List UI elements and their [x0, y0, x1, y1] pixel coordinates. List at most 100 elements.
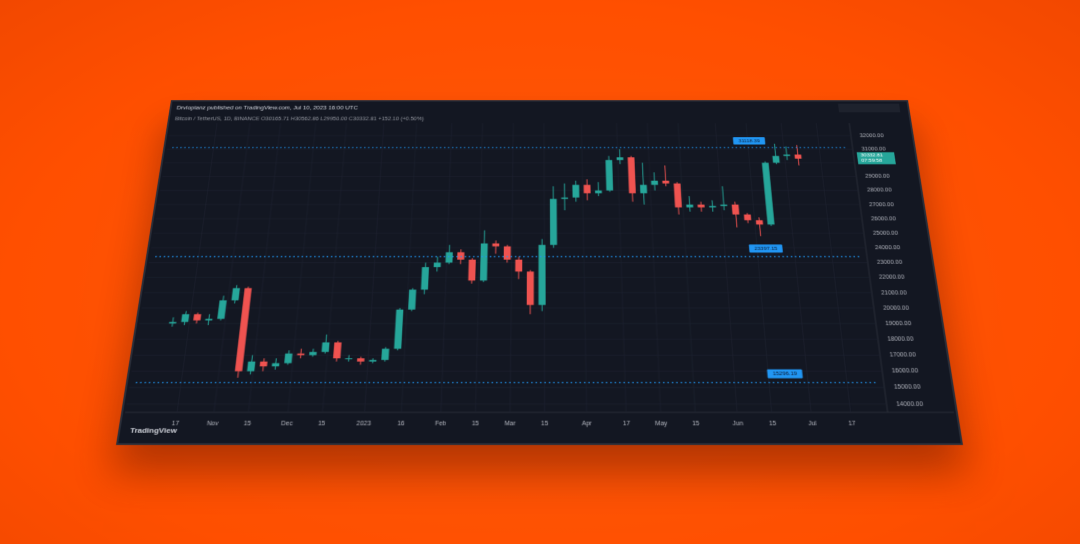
x-tick-label: Dec: [281, 421, 293, 427]
y-tick-label: 22000.00: [879, 275, 906, 280]
candle-body: [561, 197, 569, 199]
candle-body: [345, 358, 353, 360]
candle-body: [381, 348, 390, 360]
y-tick-label: 16000.00: [892, 369, 920, 375]
x-tick-label: 15: [318, 421, 326, 427]
x-tick-label: 15: [541, 421, 549, 427]
candle-body: [357, 358, 365, 362]
candle-body: [181, 314, 190, 322]
candle-body: [673, 183, 682, 208]
x-tick-label: Nov: [206, 421, 218, 427]
candle-body: [616, 157, 624, 161]
x-tick-label: Feb: [435, 421, 447, 427]
candle-body: [420, 267, 429, 290]
candle-body: [205, 318, 213, 321]
y-tick-label: 31000.00: [861, 147, 886, 152]
y-tick-label: 25000.00: [873, 231, 899, 236]
x-tick-label: 15: [769, 421, 777, 427]
chart-title: Drvlopianz published on TradingView.com,…: [176, 105, 358, 111]
chart-panel: Drvlopianz published on TradingView.com,…: [116, 100, 963, 445]
candle-body: [457, 252, 465, 260]
x-tick-label: 17: [623, 421, 630, 427]
candle-body: [445, 252, 453, 263]
candle-body: [271, 363, 280, 367]
y-tick-label: 18000.00: [887, 337, 915, 343]
candle-body: [333, 342, 342, 359]
candle-body: [492, 243, 500, 247]
candle-body: [583, 184, 591, 194]
y-tick-label: 30000.00: [863, 161, 889, 166]
candle-body: [772, 155, 780, 163]
candle-body: [595, 190, 602, 194]
candle-body: [468, 259, 476, 281]
x-tick-label: Jul: [808, 421, 817, 427]
candle-body: [639, 184, 648, 194]
candle-body: [168, 321, 177, 324]
candle-body: [697, 204, 705, 208]
level-label: 31118.39: [738, 139, 760, 144]
candle-body: [408, 289, 417, 310]
x-tick-label: 2023: [356, 421, 372, 427]
candle-body: [755, 220, 764, 225]
y-tick-label: 26000.00: [871, 217, 897, 222]
x-tick-label: Mar: [504, 421, 515, 427]
x-tick-label: Apr: [582, 421, 592, 427]
candle-body: [284, 353, 293, 364]
candle-body: [369, 359, 377, 362]
candle-body: [433, 262, 441, 268]
y-tick-label: 24000.00: [875, 246, 902, 251]
candle-body: [479, 243, 488, 281]
candle-body: [549, 198, 558, 245]
candle-body: [783, 154, 791, 156]
y-tick-label: 23000.00: [877, 260, 904, 265]
candle-body: [321, 342, 330, 352]
level-label: 23397.15: [754, 246, 778, 251]
candle-body: [526, 271, 534, 305]
x-tick-label: 17: [848, 421, 856, 427]
x-tick-label: 15: [472, 421, 480, 427]
candle-body: [309, 351, 317, 356]
y-tick-label: 20000.00: [883, 306, 910, 312]
symbol-line: Bitcoin / TetherUS, 1D, BINANCE O30165.7…: [175, 117, 424, 122]
x-tick-label: Jun: [733, 421, 744, 427]
candle-body: [731, 204, 740, 215]
y-tick-label: 15000.00: [894, 385, 922, 391]
y-tick-label: 19000.00: [885, 321, 912, 327]
candle-wick: [620, 149, 621, 164]
level-label: 15296.19: [773, 371, 798, 377]
x-tick-label: 15: [243, 421, 252, 427]
candle-body: [662, 180, 670, 184]
candle-body: [297, 353, 305, 356]
candle-body: [743, 214, 752, 221]
watermark: TradingView: [130, 426, 178, 435]
toolbar: [837, 103, 901, 113]
candle-body: [794, 154, 802, 159]
candle-body: [720, 204, 728, 206]
y-tick-label: 29000.00: [865, 174, 891, 179]
candle-body: [605, 160, 614, 191]
candle-body: [572, 184, 580, 198]
candle-body: [538, 244, 546, 305]
candle-body: [231, 288, 240, 301]
candle-body: [651, 180, 659, 185]
x-tick-label: May: [655, 421, 668, 427]
background: [116, 100, 963, 445]
candle-body: [686, 204, 694, 208]
last-price-label: 30332.81: [860, 153, 883, 158]
chart: Drvlopianz published on TradingView.com,…: [116, 100, 963, 445]
candle-body: [503, 246, 511, 260]
candle-body: [193, 314, 202, 321]
x-tick-label: 17: [171, 421, 179, 427]
y-tick-label: 14000.00: [896, 402, 924, 408]
y-tick-label: 21000.00: [881, 290, 908, 296]
y-tick-label: 17000.00: [889, 353, 917, 359]
x-tick-label: 15: [692, 421, 700, 427]
candle-body: [515, 259, 523, 272]
y-tick-label: 28000.00: [867, 188, 893, 193]
candle-body: [247, 361, 256, 372]
x-tick-label: 16: [397, 421, 405, 427]
y-tick-label: 27000.00: [869, 202, 895, 207]
candle-body: [259, 361, 268, 367]
y-tick-label: 32000.00: [860, 134, 885, 139]
